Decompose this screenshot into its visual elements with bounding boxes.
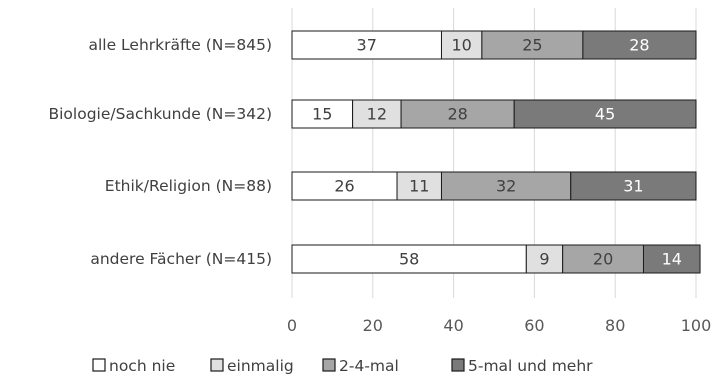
data-label: 14 — [662, 250, 682, 269]
data-label: 28 — [629, 36, 649, 55]
legend-swatch — [322, 358, 336, 372]
bar-segment — [291, 244, 527, 274]
bar-segment — [291, 30, 442, 60]
x-tick-label: 0 — [287, 316, 297, 335]
data-label: 9 — [539, 250, 549, 269]
legend-swatch — [210, 358, 224, 372]
bar-segment — [396, 171, 442, 201]
category-labels: alle Lehrkräfte (N=845) Biologie/Sachkund… — [48, 36, 272, 268]
category-label: andere Fächer (N=415) — [90, 250, 272, 268]
data-label: 20 — [593, 250, 613, 269]
data-label: 28 — [447, 105, 467, 124]
legend-label: 2-4-mal — [339, 357, 399, 375]
data-label: 10 — [452, 36, 472, 55]
bar-segment — [642, 244, 701, 274]
bar-segment — [513, 99, 697, 129]
bar-segment — [291, 171, 398, 201]
x-tick-label: 80 — [605, 316, 625, 335]
bar-segment — [440, 171, 572, 201]
legend: noch nie einmalig 2-4-mal 5-mal und mehr — [92, 357, 593, 375]
data-label: 26 — [334, 177, 354, 196]
bar-segment — [570, 171, 697, 201]
category-label: Ethik/Religion (N=88) — [105, 177, 272, 195]
bars: 37 10 25 28 15 12 28 45 26 11 32 31 58 9 20 14 — [291, 30, 701, 274]
data-label: 37 — [357, 36, 377, 55]
x-tick-label: 60 — [524, 316, 544, 335]
data-label: 11 — [409, 177, 429, 196]
data-label: 12 — [367, 105, 387, 124]
legend-swatch — [92, 358, 106, 372]
category-label: Biologie/Sachkunde (N=342) — [48, 105, 272, 123]
category-label: alle Lehrkräfte (N=845) — [88, 36, 272, 54]
data-label: 58 — [399, 250, 419, 269]
legend-swatch — [451, 358, 465, 372]
x-tick-label: 20 — [363, 316, 383, 335]
bar-segment — [582, 30, 697, 60]
data-label: 15 — [312, 105, 332, 124]
bar-segment — [525, 244, 564, 274]
data-label: 32 — [496, 177, 516, 196]
bar-segment — [400, 99, 515, 129]
data-label: 25 — [522, 36, 542, 55]
data-label: 45 — [595, 105, 615, 124]
bar-segment — [352, 99, 402, 129]
x-tick-label: 40 — [443, 316, 463, 335]
bar-segment — [291, 99, 354, 129]
legend-label: einmalig — [227, 357, 294, 375]
legend-label: 5-mal und mehr — [468, 357, 593, 375]
x-axis-tick-labels: 0 20 40 60 80 100 — [287, 316, 711, 335]
legend-label: noch nie — [109, 357, 175, 375]
data-label: 31 — [623, 177, 643, 196]
x-tick-label: 100 — [681, 316, 712, 335]
